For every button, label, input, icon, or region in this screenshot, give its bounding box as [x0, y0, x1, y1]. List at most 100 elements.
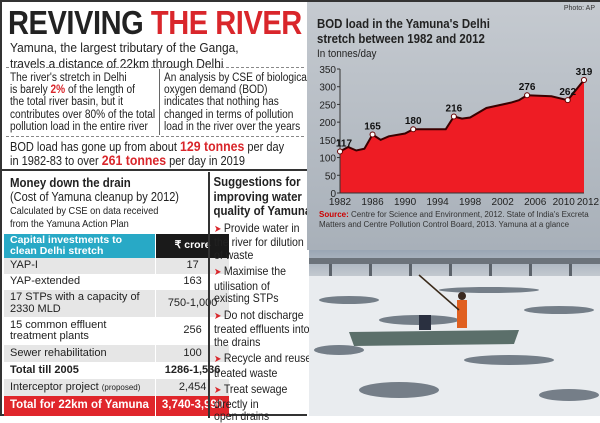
data-point — [337, 148, 343, 155]
credit-line: from the Yamuna Action Plan — [10, 218, 129, 230]
photo-credit: Photo: AP — [563, 5, 595, 12]
text: treated effluents into — [214, 323, 310, 336]
x-tick-label: 2010 — [553, 197, 576, 208]
title-part2: THE RIVER — [150, 4, 302, 41]
text: 15 common effluent — [10, 318, 107, 331]
cell-value: 100 — [154, 345, 230, 362]
text: quality of Yamuna — [213, 203, 312, 218]
subtitle-line: Yamuna, the largest tributary of the Gan… — [10, 40, 239, 55]
arrow-icon: ➤ — [214, 354, 224, 365]
fact-line: the total river basin, but it — [10, 96, 124, 109]
divider — [159, 69, 160, 135]
data-label: 276 — [519, 82, 536, 93]
title-part1: REVIVING — [8, 4, 144, 41]
text: Capital investments to — [10, 233, 123, 246]
y-tick-label: 200 — [319, 118, 336, 129]
text: ➤ Provide water in — [214, 220, 300, 237]
cell-item: YAP-extended — [10, 275, 81, 288]
chart-panel: Photo: AP BOD load in the Yamuna's Delhi… — [307, 0, 600, 250]
cell-value: 17 — [154, 258, 230, 274]
cell-value: 750-1,000 — [154, 290, 230, 317]
text: directly in — [214, 396, 259, 411]
arrow-icon: ➤ — [214, 267, 224, 278]
y-tick-label: 0 — [330, 189, 336, 200]
divider — [6, 67, 304, 68]
text: open drains — [214, 409, 270, 423]
suggestion-item: ➤ Recycle and reuse treated waste — [214, 352, 311, 380]
source-text: Centre for Science and Environment, 2012… — [319, 210, 589, 229]
section-heading: Money down the drain — [10, 175, 131, 190]
text: stretch between 1982 and 2012 — [317, 31, 485, 46]
text: clean Delhi stretch — [10, 245, 104, 257]
x-tick-label: 1990 — [394, 197, 417, 208]
text: the river for dilution — [214, 236, 304, 249]
table-row: YAP-extended 163 — [4, 274, 230, 290]
text: Do not discharge — [223, 307, 304, 322]
text: ➤ Maximise the — [214, 265, 297, 280]
text: of waste — [214, 247, 254, 262]
y-axis-label: In tonnes/day — [317, 48, 377, 60]
fact-line: pollution load in the entire river — [10, 120, 148, 133]
arrow-icon: ➤ — [214, 385, 224, 396]
fact-line: The river's stretch in Delhi — [10, 72, 127, 84]
highlight: 129 tonnes — [180, 138, 245, 154]
suggestion-item: ➤ Do not discharge treated effluents into… — [214, 308, 310, 349]
cell-value: 1286-1,536 — [154, 362, 230, 379]
bod-fact: BOD load has gone up from about 129 tonn… — [10, 138, 284, 168]
cell-value: 163 — [154, 274, 230, 290]
table-row: YAP-I 17 — [4, 258, 230, 274]
cost-table: Capital investments to clean Delhi stretc… — [4, 233, 230, 416]
table-row: Sewer rehabilitation 100 — [4, 345, 230, 362]
section-heading: Suggestions for improving water quality of… — [210, 172, 312, 219]
cell-item: 15 common effluent treatment plants — [4, 317, 155, 345]
highlight: 261 tonnes — [101, 152, 167, 168]
left-panel: REVIVING THE RIVER Yamuna, the largest t… — [0, 0, 312, 422]
data-label: 117 — [336, 139, 353, 150]
text: treated waste — [214, 365, 278, 380]
cell-item: Total till 2005 — [10, 363, 79, 376]
data-label: 165 — [364, 122, 381, 133]
credit-line: Calculated by CSE on data received — [10, 205, 159, 217]
data-point — [581, 76, 587, 83]
divider — [2, 169, 307, 171]
table-row: 17 STPs with a capacity of 2330 MLD 750-1,… — [4, 290, 230, 317]
fact-line: BOD load has gone up from about 129 tonn… — [10, 138, 284, 154]
cell-item: YAP-I — [4, 258, 156, 274]
source-label: Source: — [319, 210, 349, 219]
x-tick-label: 2002 — [492, 197, 515, 208]
table-row: Total for 22km of Yamuna 3,740-3,990 — [4, 396, 230, 416]
fact-line: indicates that nothing has — [164, 96, 279, 109]
text: open drains — [214, 410, 297, 423]
y-tick-label: 300 — [319, 83, 336, 94]
suggestion-item: ➤ Treat sewage directly in open drains — [214, 383, 297, 423]
text: directly in — [214, 396, 297, 411]
data-label: 262 — [559, 87, 576, 98]
text: utilisation of — [214, 278, 270, 293]
x-tick-label: 1982 — [329, 197, 352, 208]
note: (proposed) — [101, 382, 141, 392]
text: existing STPs — [214, 292, 297, 305]
suggestion-item: ➤ Maximise the utilisation of existing STP… — [214, 265, 297, 305]
text: improving water — [213, 188, 302, 204]
page-title: REVIVING THE RIVER — [8, 4, 302, 42]
text: 17 STPs with a capacity of — [10, 291, 140, 303]
data-point — [564, 97, 571, 104]
text: Interceptor project — [10, 380, 102, 393]
boatman — [457, 300, 467, 328]
table-row: 15 common effluent treatment plants 256 — [4, 317, 230, 345]
bod-chart: 0 50 100 150 200 250 300 350 1982 1986 1990 1994 199… — [319, 65, 599, 208]
text: the drains — [214, 334, 261, 349]
text: treated waste — [214, 365, 297, 380]
header-value: ₹ crore — [154, 234, 230, 258]
header-item: Capital investments to clean Delhi stretc… — [4, 233, 156, 258]
text: the drains — [214, 334, 297, 349]
text: Provide water in — [223, 220, 300, 235]
cell-value: 3,740-3,990 — [154, 396, 230, 416]
text: Suggestions for — [213, 174, 301, 189]
cell-item: Interceptor project (proposed) — [4, 379, 156, 396]
suggestion-list: ➤ Provide water in the river for dilution… — [210, 219, 311, 423]
text: in 1982-83 to over — [10, 154, 102, 168]
data-label: 319 — [576, 67, 593, 78]
data-point — [450, 113, 457, 120]
section-subheading: (Cost of Yamuna cleanup by 2012) — [10, 190, 179, 204]
